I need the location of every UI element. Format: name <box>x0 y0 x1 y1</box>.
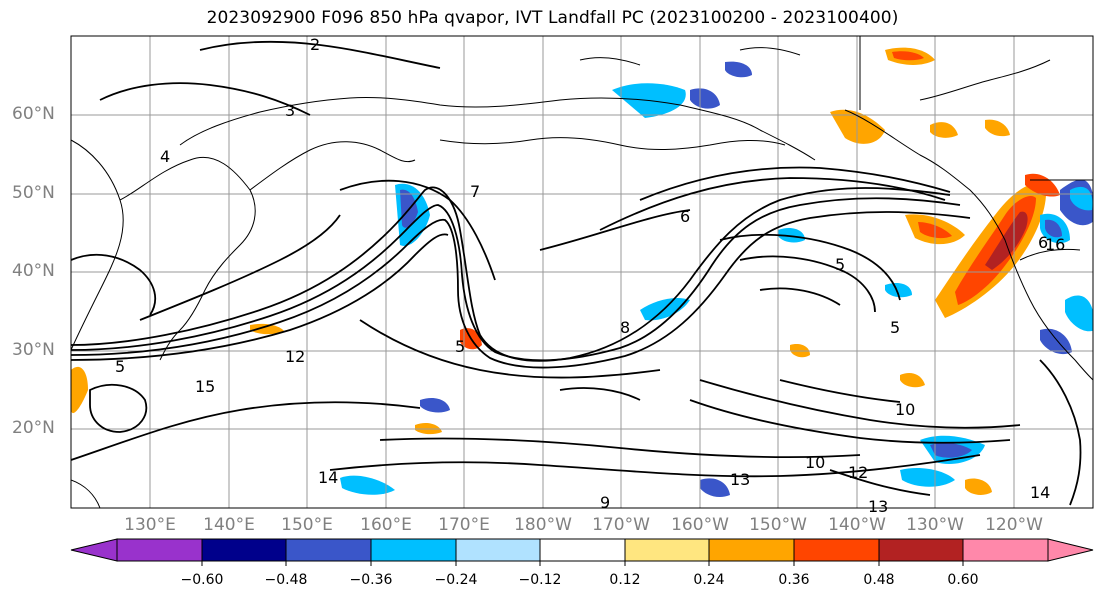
map-title: 2023092900 F096 850 hPa qvapor, IVT Land… <box>206 8 899 28</box>
colorbar-bin <box>624 538 710 562</box>
contour-label: 9 <box>600 493 610 512</box>
colorbar-bin <box>539 538 626 562</box>
lon-label: 140°E <box>203 515 255 535</box>
colorbar-bin <box>116 538 203 562</box>
lon-label: 140°W <box>828 515 886 535</box>
colorbar-bin <box>370 538 457 562</box>
lon-label: 150°W <box>749 515 807 535</box>
lon-label: 150°E <box>281 515 333 535</box>
contour-label: 16 <box>1045 235 1065 254</box>
contour-label: 2 <box>310 35 320 54</box>
map-frame <box>70 35 1094 509</box>
contour-label: 3 <box>285 101 295 120</box>
colorbar-tick-label: 0.48 <box>863 572 895 588</box>
contour-label: 12 <box>848 463 868 482</box>
lon-label: 160°E <box>360 515 412 535</box>
lat-label: 20°N <box>12 418 55 438</box>
contour-label: 6 <box>1038 233 1048 252</box>
contour-label: 5 <box>890 318 900 337</box>
contour-label: 15 <box>195 377 215 396</box>
colorbar-bin <box>708 538 795 562</box>
lon-label: 160°W <box>671 515 729 535</box>
colorbar-bin <box>793 538 880 562</box>
shaded-fields <box>71 47 1093 498</box>
contour-label: 14 <box>318 468 338 487</box>
contour-label: 5 <box>455 337 465 356</box>
colorbar-tick-label: −0.24 <box>434 572 478 588</box>
contour-label: 4 <box>160 147 170 166</box>
contour-label: 14 <box>1030 483 1050 502</box>
lon-label: 170°E <box>438 515 490 535</box>
colorbar-bin <box>285 538 372 562</box>
colorbar-tick-label: 0.12 <box>609 572 641 588</box>
colorbar-extend-high <box>1047 538 1094 562</box>
contour-label: 5 <box>115 357 125 376</box>
lat-label: 60°N <box>12 104 55 124</box>
contour-lines <box>71 40 1082 506</box>
lat-label: 50°N <box>12 183 55 203</box>
contour-label: 8 <box>620 318 630 337</box>
contour-label: 13 <box>868 497 888 516</box>
colorbar-tick-label: −0.36 <box>349 572 393 588</box>
coastlines <box>71 36 1093 508</box>
colorbar-tick-label: −0.48 <box>264 572 308 588</box>
colorbar-tick-label: −0.60 <box>180 572 224 588</box>
lon-label: 180°W <box>514 515 572 535</box>
lat-label: 30°N <box>12 340 55 360</box>
graticule <box>71 36 1093 508</box>
colorbar-tick-label: 0.24 <box>693 572 725 588</box>
lon-label: 120°W <box>985 515 1043 535</box>
contour-label: 10 <box>895 400 915 419</box>
colorbar-tick-label: −0.12 <box>518 572 562 588</box>
colorbar-ticks <box>201 561 964 566</box>
lon-label: 130°E <box>124 515 176 535</box>
colorbar-bin <box>878 538 964 562</box>
colorbar-tick-label: 0.60 <box>947 572 979 588</box>
colorbar-tick-label: 0.36 <box>778 572 810 588</box>
contour-label: 7 <box>470 182 480 201</box>
colorbar-bin <box>962 538 1049 562</box>
contour-label: 6 <box>680 207 690 226</box>
colorbar-extend-low <box>70 538 118 562</box>
colorbar-bin <box>201 538 287 562</box>
lon-label: 170°W <box>592 515 650 535</box>
contour-label: 5 <box>835 255 845 274</box>
colorbar-bin <box>455 538 541 562</box>
lon-label: 130°W <box>906 515 964 535</box>
contour-label-group: 2 3 4 5 5 5 5 6 6 7 8 9 10 10 12 12 13 1… <box>115 35 1065 516</box>
lat-label: 40°N <box>12 261 55 281</box>
contour-label: 12 <box>285 347 305 366</box>
contour-label: 10 <box>805 453 825 472</box>
contour-label: 13 <box>730 470 750 489</box>
colorbar <box>70 538 1094 566</box>
